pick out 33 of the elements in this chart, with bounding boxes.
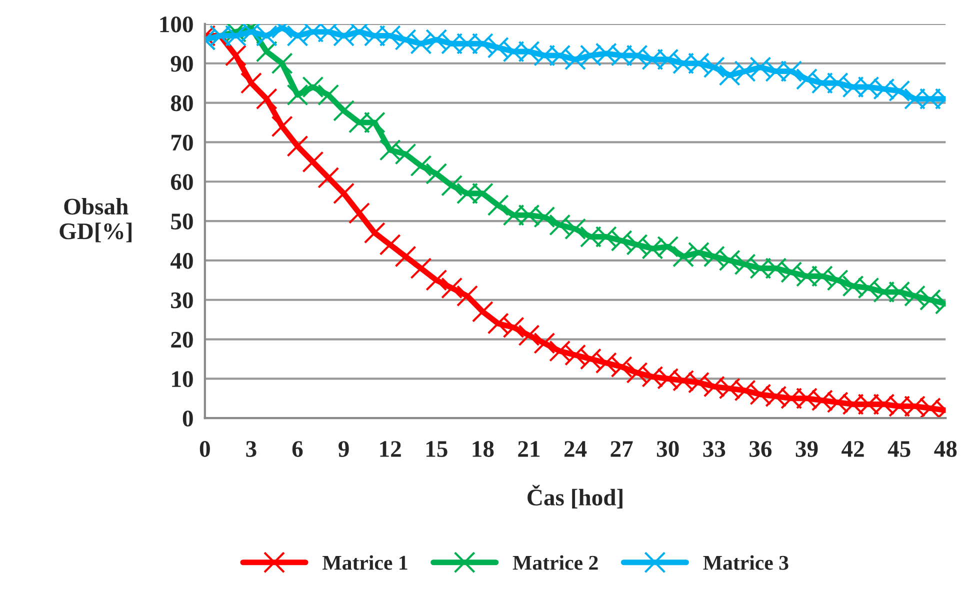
y-tick-label: 100 bbox=[160, 16, 193, 32]
x-tick-label: 15 bbox=[426, 441, 448, 457]
y-tick-label: 60 bbox=[170, 174, 193, 190]
x-tick-label: 36 bbox=[750, 441, 772, 457]
y-tick-label: 40 bbox=[170, 252, 193, 269]
x-tick-label: 42 bbox=[842, 441, 864, 457]
x-tick-label: 33 bbox=[703, 441, 726, 457]
y-tick-label: 80 bbox=[170, 95, 193, 112]
x-tick-label: 6 bbox=[292, 441, 303, 457]
x-tick-label: 48 bbox=[934, 441, 957, 457]
y-axis-title: Obsah GD[%] bbox=[60, 198, 132, 242]
x-tick-label: 27 bbox=[610, 441, 633, 457]
x-tick-label: 18 bbox=[472, 441, 494, 457]
x-tick-label: 45 bbox=[888, 441, 910, 457]
y-tick-label: 90 bbox=[170, 56, 193, 72]
x-tick-label: 30 bbox=[656, 441, 679, 457]
x-tick-label: 39 bbox=[796, 441, 818, 457]
legend-label: Matrice 2 bbox=[512, 555, 598, 570]
legend-label: Matrice 1 bbox=[322, 555, 408, 570]
x-tick-label: 12 bbox=[380, 441, 401, 457]
x-tick-label: 24 bbox=[564, 441, 587, 457]
y-tick-label: 20 bbox=[171, 332, 193, 348]
y-tick-label: 30 bbox=[171, 292, 193, 308]
y-tick-label: 0 bbox=[182, 410, 193, 427]
x-tick-label: 3 bbox=[246, 441, 256, 457]
x-axis-title: Čas [hod] bbox=[528, 484, 622, 508]
y-tick-label: 50 bbox=[171, 214, 193, 230]
x-tick-label: 0 bbox=[200, 441, 210, 457]
y-tick-label: 10 bbox=[172, 371, 193, 388]
y-tick-label: 70 bbox=[172, 134, 193, 151]
x-tick-label: 21 bbox=[518, 441, 540, 457]
x-tick-label: 9 bbox=[338, 441, 349, 457]
legend-label: Matrice 3 bbox=[703, 555, 788, 570]
